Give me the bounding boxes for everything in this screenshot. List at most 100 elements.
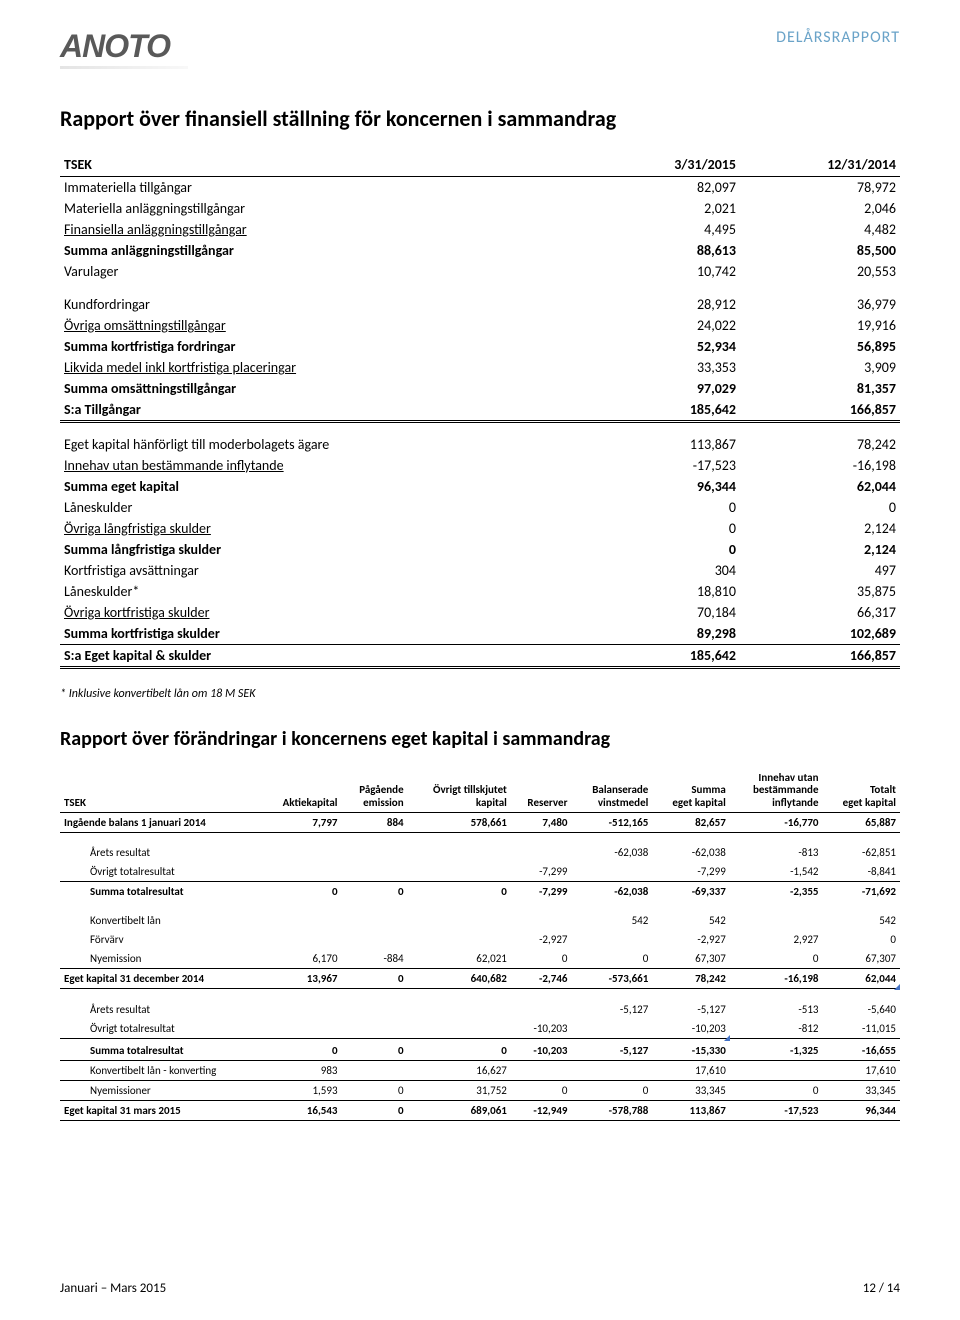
row-label: Övrigt totalresultat — [60, 1019, 262, 1039]
table-row: Övriga kortfristiga skulder 70,184 66,31… — [60, 602, 900, 623]
row-value: -62,038 — [652, 843, 729, 862]
row-value-1: 88,613 — [580, 240, 740, 261]
row-value: 0 — [342, 1080, 408, 1100]
row-value: -2,927 — [511, 930, 572, 949]
col-emission: Pågåendeemission — [342, 769, 408, 813]
row-value-1: 97,029 — [580, 378, 740, 399]
row-value: 2,927 — [730, 930, 823, 949]
table-header-row: TSEK 3/31/2015 12/31/2014 — [60, 154, 900, 177]
table-row: Låneskulder 0 0 — [60, 497, 900, 518]
row-value: 0 — [571, 949, 652, 969]
row-value: -12,949 — [511, 1100, 572, 1120]
row-value: -5,127 — [571, 1041, 652, 1061]
footer-period: Januari – Mars 2015 — [60, 1281, 166, 1296]
row-value — [342, 1019, 408, 1039]
table-row: Övriga långfristiga skulder 0 2,124 — [60, 518, 900, 539]
row-value: 0 — [262, 881, 341, 901]
row-value-2: 2,124 — [740, 518, 900, 539]
row-label: Immateriella tillgångar — [60, 177, 580, 199]
row-value: 0 — [822, 930, 900, 949]
col-label: TSEK — [60, 154, 580, 177]
row-label: Nyemissioner — [60, 1080, 262, 1100]
table-row: Förvärv-2,927-2,9272,9270 — [60, 930, 900, 949]
row-value: 16,627 — [408, 1060, 511, 1080]
row-value-1: 185,642 — [580, 399, 740, 422]
row-value: -69,337 — [652, 881, 729, 901]
row-value-2: 2,046 — [740, 198, 900, 219]
row-value: -7,299 — [652, 862, 729, 882]
row-value — [262, 930, 341, 949]
row-value: 542 — [571, 911, 652, 930]
row-value: -62,038 — [571, 881, 652, 901]
row-label: Övrigt totalresultat — [60, 862, 262, 882]
row-value: 62,021 — [408, 949, 511, 969]
row-value — [408, 930, 511, 949]
row-value — [571, 1019, 652, 1039]
row-value — [342, 843, 408, 862]
row-value: -2,927 — [652, 930, 729, 949]
row-value: -5,640 — [822, 1000, 900, 1019]
row-value — [262, 843, 341, 862]
row-value: 13,967 — [262, 968, 341, 988]
row-value-2: 78,242 — [740, 434, 900, 455]
row-value: 542 — [822, 911, 900, 930]
row-value: -578,788 — [571, 1100, 652, 1120]
table-row: Kundfordringar 28,912 36,979 — [60, 294, 900, 315]
row-value: 96,344 — [822, 1100, 900, 1120]
row-value: 17,610 — [822, 1060, 900, 1080]
row-value-1: -17,523 — [580, 455, 740, 476]
row-value-2: 102,689 — [740, 623, 900, 645]
row-value: 6,170 — [262, 949, 341, 969]
page-header: ANOTO DELÅRSRAPPORT — [60, 28, 900, 65]
row-label: Summa totalresultat — [60, 1041, 262, 1061]
row-value — [408, 911, 511, 930]
row-value: 78,242 — [652, 968, 729, 988]
row-value-2: 19,916 — [740, 315, 900, 336]
row-label: Övriga långfristiga skulder — [60, 518, 580, 539]
row-label: Summa omsättningstillgångar — [60, 378, 580, 399]
row-value-2: 62,044 — [740, 476, 900, 497]
row-value: -62,038 — [571, 843, 652, 862]
table-row: Kortfristiga avsättningar 304 497 — [60, 560, 900, 581]
row-value: 33,345 — [652, 1080, 729, 1100]
row-value — [342, 1000, 408, 1019]
row-value: 0 — [262, 1041, 341, 1061]
row-label: Summa kortfristiga skulder — [60, 623, 580, 645]
row-value — [511, 1000, 572, 1019]
row-value: 62,044 — [822, 968, 900, 988]
row-value: 0 — [342, 968, 408, 988]
row-value-1: 82,097 — [580, 177, 740, 199]
row-value — [342, 930, 408, 949]
row-label: Eget kapital hänförligt till moderbolage… — [60, 434, 580, 455]
table-row: Summa omsättningstillgångar 97,029 81,35… — [60, 378, 900, 399]
row-value-1: 113,867 — [580, 434, 740, 455]
row-value — [408, 1019, 511, 1039]
row-label: Övriga kortfristiga skulder — [60, 602, 580, 623]
equity-changes-table: TSEK Aktiekapital Pågåendeemission Övrig… — [60, 769, 900, 1121]
row-label: Likvida medel inkl kortfristiga placerin… — [60, 357, 580, 378]
row-value: -1,325 — [730, 1041, 823, 1061]
row-value-2: 35,875 — [740, 581, 900, 602]
table-row: Finansiella anläggningstillgångar 4,495 … — [60, 219, 900, 240]
row-label: Nyemission — [60, 949, 262, 969]
row-label: S:a Eget kapital & skulder — [60, 644, 580, 667]
row-value-1: 304 — [580, 560, 740, 581]
table-row: Innehav utan bestämmande inflytande -17,… — [60, 455, 900, 476]
row-value: 0 — [730, 1080, 823, 1100]
page-footer: Januari – Mars 2015 12 / 14 — [60, 1281, 900, 1296]
table-row: S:a Eget kapital & skulder 185,642 166,8… — [60, 644, 900, 667]
row-value: -8,841 — [822, 862, 900, 882]
row-value-2: 66,317 — [740, 602, 900, 623]
row-value-1: 4,495 — [580, 219, 740, 240]
row-value — [342, 862, 408, 882]
row-value — [408, 843, 511, 862]
row-value: -16,770 — [730, 813, 823, 833]
row-value-1: 70,184 — [580, 602, 740, 623]
row-value: -7,299 — [511, 862, 572, 882]
row-value-1: 10,742 — [580, 261, 740, 282]
table-row: S:a Tillgångar 185,642 166,857 — [60, 399, 900, 422]
row-value — [511, 1060, 572, 1080]
row-label: S:a Tillgångar — [60, 399, 580, 422]
row-value — [342, 911, 408, 930]
col-innehav: Innehav utanbestämmandeinflytande — [730, 769, 823, 813]
